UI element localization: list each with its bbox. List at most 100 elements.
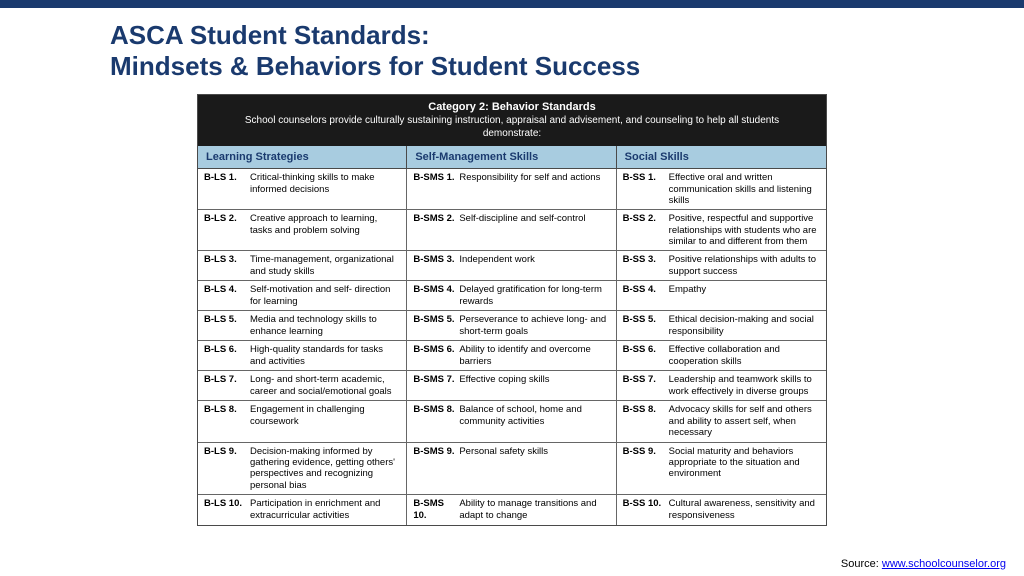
standard-code: B-SMS 10. bbox=[413, 498, 459, 522]
table-cell: B-SMS 3.Independent work bbox=[407, 251, 616, 280]
table-cell: B-SS 4.Empathy bbox=[617, 281, 826, 310]
standard-desc: Self-motivation and self- direction for … bbox=[250, 284, 400, 307]
table-cell: B-SS 3.Positive relationships with adult… bbox=[617, 251, 826, 280]
standard-desc: High-quality standards for tasks and act… bbox=[250, 344, 400, 367]
standard-desc: Balance of school, home and community ac… bbox=[459, 404, 609, 438]
source-citation: Source: www.schoolcounselor.org bbox=[841, 558, 1006, 570]
table-row: B-LS 8.Engagement in challenging coursew… bbox=[198, 401, 826, 442]
table-cell: B-SMS 10.Ability to manage transitions a… bbox=[407, 495, 616, 525]
standard-code: B-SMS 2. bbox=[413, 213, 459, 247]
standard-desc: Effective collaboration and cooperation … bbox=[669, 344, 820, 367]
table-cell: B-SMS 5.Perseverance to achieve long- an… bbox=[407, 311, 616, 340]
table-row: B-LS 7.Long- and short-term academic, ca… bbox=[198, 371, 826, 401]
page-title: ASCA Student Standards: Mindsets & Behav… bbox=[0, 8, 1024, 86]
standard-desc: Decision-making informed by gathering ev… bbox=[250, 446, 400, 492]
col-header-learning: Learning Strategies bbox=[198, 146, 407, 168]
table-cell: B-SMS 8.Balance of school, home and comm… bbox=[407, 401, 616, 441]
standard-code: B-SS 3. bbox=[623, 254, 669, 277]
table-cell: B-SMS 9.Personal safety skills bbox=[407, 443, 616, 495]
standard-desc: Empathy bbox=[669, 284, 820, 307]
standard-desc: Long- and short-term academic, career an… bbox=[250, 374, 400, 397]
table-cell: B-SS 7.Leadership and teamwork skills to… bbox=[617, 371, 826, 400]
table-row: B-LS 5.Media and technology skills to en… bbox=[198, 311, 826, 341]
standard-desc: Personal safety skills bbox=[459, 446, 609, 492]
standard-code: B-SMS 7. bbox=[413, 374, 459, 397]
table-cell: B-LS 6.High-quality standards for tasks … bbox=[198, 341, 407, 370]
standard-code: B-SS 4. bbox=[623, 284, 669, 307]
top-bar bbox=[0, 0, 1024, 8]
table-cell: B-SMS 4.Delayed gratification for long-t… bbox=[407, 281, 616, 310]
standard-desc: Effective coping skills bbox=[459, 374, 609, 397]
standard-desc: Time-management, organizational and stud… bbox=[250, 254, 400, 277]
standard-desc: Engagement in challenging coursework bbox=[250, 404, 400, 438]
standard-desc: Self-discipline and self-control bbox=[459, 213, 609, 247]
standard-desc: Perseverance to achieve long- and short-… bbox=[459, 314, 609, 337]
standard-code: B-LS 7. bbox=[204, 374, 250, 397]
standard-desc: Independent work bbox=[459, 254, 609, 277]
standard-desc: Responsibility for self and actions bbox=[459, 172, 609, 206]
column-headers: Learning Strategies Self-Management Skil… bbox=[198, 146, 826, 169]
standard-code: B-SS 9. bbox=[623, 446, 669, 492]
col-header-social: Social Skills bbox=[617, 146, 826, 168]
table-cell: B-SS 5.Ethical decision-making and socia… bbox=[617, 311, 826, 340]
standard-desc: Participation in enrichment and extracur… bbox=[250, 498, 400, 522]
standard-desc: Ability to identify and overcome barrier… bbox=[459, 344, 609, 367]
standard-code: B-LS 9. bbox=[204, 446, 250, 492]
standard-code: B-LS 4. bbox=[204, 284, 250, 307]
standard-code: B-SMS 5. bbox=[413, 314, 459, 337]
title-line-1: ASCA Student Standards: bbox=[110, 20, 1024, 51]
table-cell: B-SS 6.Effective collaboration and coope… bbox=[617, 341, 826, 370]
standard-desc: Critical-thinking skills to make informe… bbox=[250, 172, 400, 206]
table-cell: B-LS 7.Long- and short-term academic, ca… bbox=[198, 371, 407, 400]
standard-code: B-SS 5. bbox=[623, 314, 669, 337]
source-link[interactable]: www.schoolcounselor.org bbox=[882, 558, 1006, 570]
standard-desc: Positive, respectful and supportive rela… bbox=[669, 213, 820, 247]
standard-code: B-SS 6. bbox=[623, 344, 669, 367]
standard-desc: Ethical decision-making and social respo… bbox=[669, 314, 820, 337]
table-cell: B-SS 9.Social maturity and behaviors app… bbox=[617, 443, 826, 495]
standard-code: B-SS 8. bbox=[623, 404, 669, 438]
standard-code: B-LS 1. bbox=[204, 172, 250, 206]
table-cell: B-LS 3.Time-management, organizational a… bbox=[198, 251, 407, 280]
table-cell: B-SMS 1.Responsibility for self and acti… bbox=[407, 169, 616, 209]
standard-code: B-SS 1. bbox=[623, 172, 669, 206]
table-cell: B-LS 10.Participation in enrichment and … bbox=[198, 495, 407, 525]
table-row: B-LS 2.Creative approach to learning, ta… bbox=[198, 210, 826, 251]
table-cell: B-LS 5.Media and technology skills to en… bbox=[198, 311, 407, 340]
table-cell: B-SS 10.Cultural awareness, sensitivity … bbox=[617, 495, 826, 525]
standard-desc: Social maturity and behaviors appropriat… bbox=[669, 446, 820, 492]
table-cell: B-LS 2.Creative approach to learning, ta… bbox=[198, 210, 407, 250]
table-row: B-LS 6.High-quality standards for tasks … bbox=[198, 341, 826, 371]
standard-code: B-SMS 3. bbox=[413, 254, 459, 277]
category-subtitle: School counselors provide culturally sus… bbox=[238, 115, 786, 140]
standard-code: B-SMS 8. bbox=[413, 404, 459, 438]
table-cell: B-SMS 7.Effective coping skills bbox=[407, 371, 616, 400]
standard-code: B-SS 7. bbox=[623, 374, 669, 397]
standards-table: Category 2: Behavior Standards School co… bbox=[197, 94, 827, 526]
table-cell: B-LS 4.Self-motivation and self- directi… bbox=[198, 281, 407, 310]
source-label: Source: bbox=[841, 558, 879, 570]
standard-desc: Ability to manage transitions and adapt … bbox=[459, 498, 609, 522]
table-row: B-LS 1.Critical-thinking skills to make … bbox=[198, 169, 826, 210]
category-header: Category 2: Behavior Standards School co… bbox=[198, 95, 826, 146]
table-cell: B-SMS 2.Self-discipline and self-control bbox=[407, 210, 616, 250]
table-cell: B-SMS 6.Ability to identify and overcome… bbox=[407, 341, 616, 370]
title-line-2: Mindsets & Behaviors for Student Success bbox=[110, 51, 1024, 82]
standard-desc: Delayed gratification for long-term rewa… bbox=[459, 284, 609, 307]
table-row: B-LS 3.Time-management, organizational a… bbox=[198, 251, 826, 281]
table-row: B-LS 4.Self-motivation and self- directi… bbox=[198, 281, 826, 311]
standard-code: B-SMS 9. bbox=[413, 446, 459, 492]
standard-code: B-SMS 6. bbox=[413, 344, 459, 367]
table-cell: B-LS 8.Engagement in challenging coursew… bbox=[198, 401, 407, 441]
standard-code: B-SS 2. bbox=[623, 213, 669, 247]
standard-code: B-LS 10. bbox=[204, 498, 250, 522]
standard-code: B-SMS 1. bbox=[413, 172, 459, 206]
standard-code: B-LS 8. bbox=[204, 404, 250, 438]
standard-desc: Creative approach to learning, tasks and… bbox=[250, 213, 400, 247]
standard-desc: Leadership and teamwork skills to work e… bbox=[669, 374, 820, 397]
standard-desc: Media and technology skills to enhance l… bbox=[250, 314, 400, 337]
col-header-selfmgmt: Self-Management Skills bbox=[407, 146, 616, 168]
standard-desc: Advocacy skills for self and others and … bbox=[669, 404, 820, 438]
standard-code: B-LS 5. bbox=[204, 314, 250, 337]
table-cell: B-SS 2.Positive, respectful and supporti… bbox=[617, 210, 826, 250]
